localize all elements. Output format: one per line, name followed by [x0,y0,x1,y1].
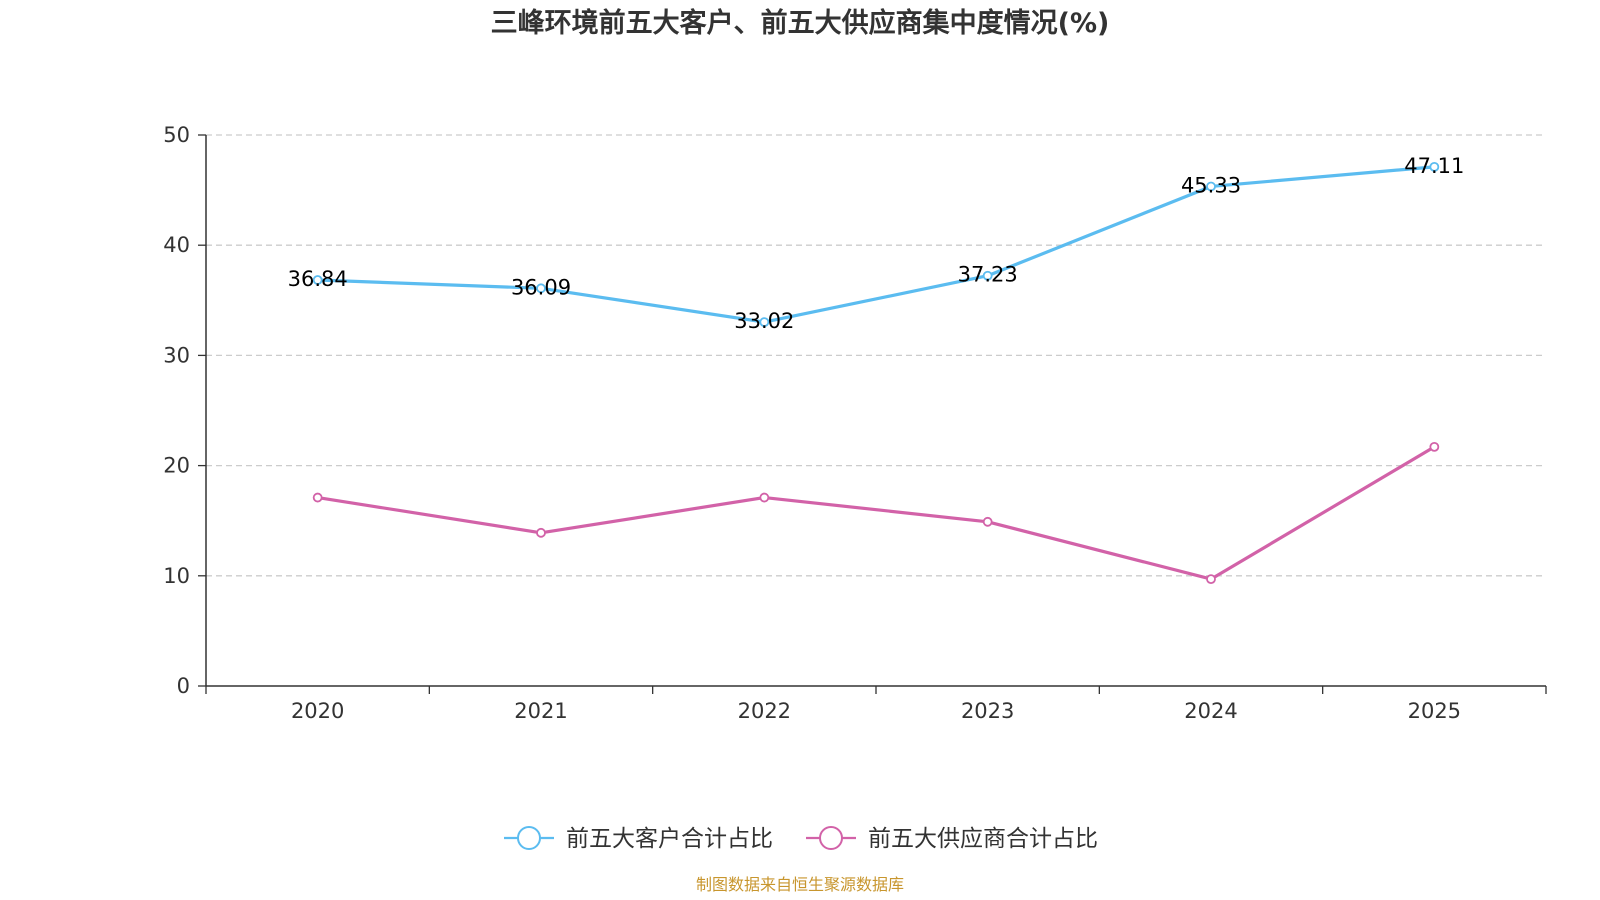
data-point [312,275,323,285]
y-tick-label: 10 [163,564,190,588]
data-point [536,527,546,538]
data-point [759,492,770,503]
data-point [982,270,993,281]
data-label: 45.33 [1181,173,1241,197]
axes: 0 10 20 30 40 50 2020 2021 2022 2023 2024 2025 [163,123,1547,723]
source-note: 制图数据来自恒生聚源数据库 [696,875,904,894]
data-point [1429,161,1440,172]
data-label: 37.23 [958,263,1018,287]
series-line-2 [317,445,1436,581]
data-point [982,516,993,527]
legend-item-2[interactable]: 前五大供应商合计占比 [806,826,1098,852]
y-tick-label: 40 [163,233,190,257]
legend-marker [819,826,843,850]
grid-lines [206,134,1546,577]
chart-title: 三峰环境前五大客户、前五大供应商集中度情况(%) [491,7,1110,39]
legend[interactable]: 前五大客户合计占比 前五大供应商合计占比 [504,826,1098,852]
data-label: 36.84 [288,267,348,291]
data-point [312,492,323,503]
data-point [1206,574,1216,585]
data-point [536,283,546,294]
series-line-1 [317,165,1435,324]
data-labels: 36.84 36.09 33.02 37.23 45.33 47.11 [288,154,1465,333]
series-group [312,161,1440,585]
data-point [1429,441,1440,452]
x-tick-label: 2021 [514,699,567,723]
data-label: 33.02 [734,309,794,333]
legend-marker [517,826,541,850]
y-tick-label: 20 [163,454,190,478]
data-label: 47.11 [1404,154,1464,178]
legend-label: 前五大供应商合计占比 [868,826,1098,852]
data-label: 36.09 [511,275,571,299]
y-tick-label: 0 [177,674,190,698]
x-tick-label: 2023 [961,699,1014,723]
legend-item-1[interactable]: 前五大客户合计占比 [504,826,773,852]
data-point [1206,181,1216,192]
x-tick-label: 2020 [291,699,344,723]
x-tick-label: 2022 [738,699,791,723]
x-tick-label: 2025 [1408,699,1461,723]
y-tick-label: 30 [163,343,190,367]
data-point [759,317,770,328]
x-tick-label: 2024 [1184,699,1237,723]
legend-label: 前五大客户合计占比 [566,826,773,852]
y-tick-label: 50 [163,123,190,147]
